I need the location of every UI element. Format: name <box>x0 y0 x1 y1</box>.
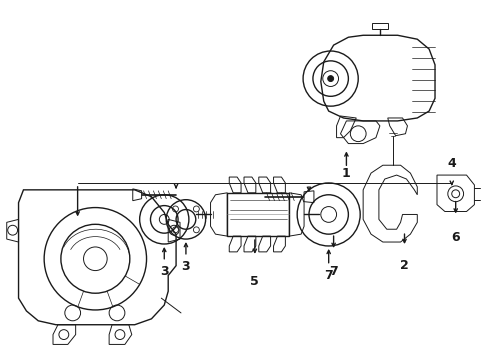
Text: 6: 6 <box>451 231 460 244</box>
Text: 4: 4 <box>447 157 456 170</box>
Text: 3: 3 <box>182 260 190 273</box>
Polygon shape <box>133 189 142 201</box>
Text: 7: 7 <box>329 265 338 278</box>
Text: 1: 1 <box>342 167 351 180</box>
Circle shape <box>328 76 334 82</box>
Polygon shape <box>304 191 314 203</box>
Text: 7: 7 <box>324 269 333 282</box>
Text: 2: 2 <box>400 259 409 272</box>
Text: 5: 5 <box>250 275 259 288</box>
Text: 3: 3 <box>160 265 169 278</box>
